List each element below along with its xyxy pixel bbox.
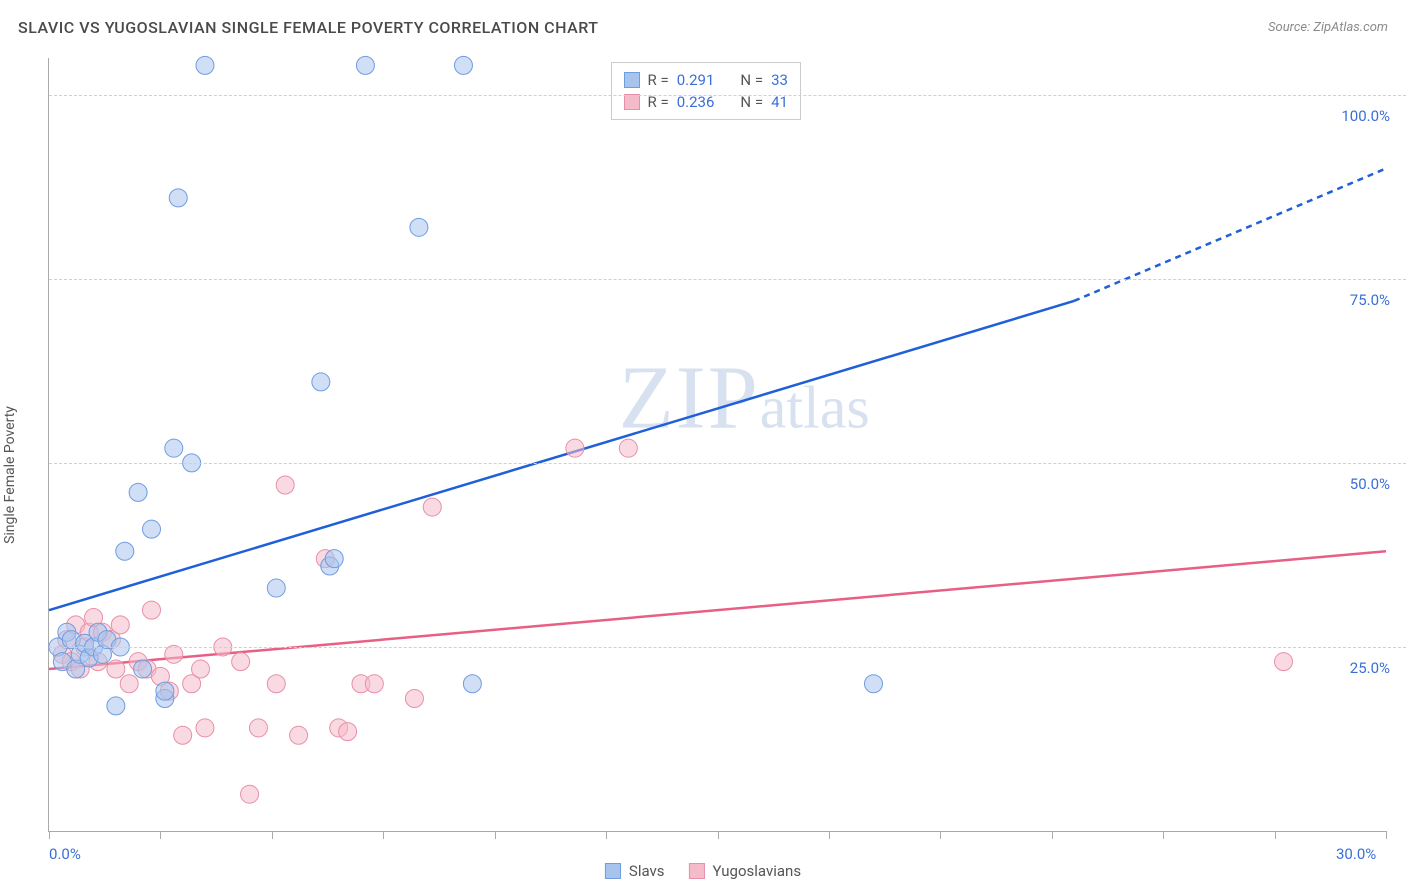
y-tick-label: 75.0% — [1350, 291, 1390, 309]
trend-line — [49, 551, 1386, 669]
yugos-point — [192, 660, 210, 678]
gridline — [49, 463, 1406, 464]
chart-source: Source: ZipAtlas.com — [1268, 20, 1388, 35]
yugos-point — [249, 719, 267, 737]
x-tick — [1386, 831, 1387, 839]
x-tick — [1275, 831, 1276, 839]
slavs-point — [312, 373, 330, 391]
slavs-point — [267, 579, 285, 597]
y-axis-label: Single Female Poverty — [2, 406, 18, 544]
legend-label: Slavs — [629, 862, 665, 880]
yugos-point — [267, 675, 285, 693]
slavs-point — [454, 56, 472, 74]
yugos-point — [120, 675, 138, 693]
yugos-point — [1274, 653, 1292, 671]
chart-area: Single Female Poverty ZIPatlas R = 0.291… — [0, 58, 1406, 892]
gridline — [49, 647, 1406, 648]
trend-line — [1074, 168, 1386, 301]
yugos-point — [566, 439, 584, 457]
slavs-point — [356, 56, 374, 74]
stats-legend: R = 0.291 N = 33R = 0.236 N = 41 — [611, 62, 801, 120]
series-legend: Slavs Yugoslavians — [605, 862, 801, 880]
slavs-point — [410, 218, 428, 236]
plot-svg — [49, 58, 1386, 831]
yugos-point — [196, 719, 214, 737]
x-tick — [940, 831, 941, 839]
yugos-point — [619, 439, 637, 457]
y-tick-label: 100.0% — [1341, 107, 1390, 125]
x-tick — [718, 831, 719, 839]
legend-item: Slavs — [605, 862, 665, 880]
y-tick-label: 25.0% — [1350, 659, 1390, 677]
yugos-point — [107, 660, 125, 678]
legend-swatch — [689, 863, 705, 879]
x-tick — [49, 831, 50, 839]
slavs-point — [116, 542, 134, 560]
legend-swatch — [605, 863, 621, 879]
r-label: R = — [648, 71, 669, 89]
slavs-point — [463, 675, 481, 693]
slavs-point — [325, 550, 343, 568]
x-tick-label: 30.0% — [1336, 845, 1376, 863]
slavs-point — [134, 660, 152, 678]
yugos-point — [290, 726, 308, 744]
slavs-point — [156, 682, 174, 700]
x-tick — [1052, 831, 1053, 839]
yugos-point — [339, 723, 357, 741]
yugos-point — [276, 476, 294, 494]
slavs-point — [129, 483, 147, 501]
x-tick — [272, 831, 273, 839]
legend-swatch — [624, 94, 640, 110]
chart-header: SLAVIC VS YUGOSLAVIAN SINGLE FEMALE POVE… — [18, 18, 1388, 37]
stats-legend-row: R = 0.291 N = 33 — [624, 69, 788, 91]
yugos-point — [423, 498, 441, 516]
yugos-point — [241, 785, 259, 803]
x-tick — [1163, 831, 1164, 839]
legend-swatch — [624, 72, 640, 88]
legend-item: Yugoslavians — [689, 862, 802, 880]
r-value: 0.291 — [677, 71, 715, 89]
yugos-point — [405, 689, 423, 707]
gridline — [49, 279, 1406, 280]
slavs-point — [165, 439, 183, 457]
legend-label: Yugoslavians — [713, 862, 802, 880]
x-tick — [495, 831, 496, 839]
yugos-point — [174, 726, 192, 744]
plot-area: ZIPatlas R = 0.291 N = 33R = 0.236 N = 4… — [48, 58, 1386, 832]
trend-line — [49, 301, 1074, 610]
yugos-point — [111, 616, 129, 634]
slavs-point — [864, 675, 882, 693]
x-tick-label: 0.0% — [49, 845, 81, 863]
yugos-point — [365, 675, 383, 693]
gridline — [49, 95, 1406, 96]
yugos-point — [143, 601, 161, 619]
x-tick — [160, 831, 161, 839]
slavs-point — [169, 189, 187, 207]
n-value: 33 — [771, 71, 788, 89]
slavs-point — [196, 56, 214, 74]
n-label: N = — [740, 71, 763, 89]
chart-title: SLAVIC VS YUGOSLAVIAN SINGLE FEMALE POVE… — [18, 18, 598, 37]
x-tick — [829, 831, 830, 839]
yugos-point — [232, 653, 250, 671]
x-tick — [383, 831, 384, 839]
slavs-point — [107, 697, 125, 715]
yugos-point — [165, 645, 183, 663]
slavs-point — [143, 520, 161, 538]
x-tick — [606, 831, 607, 839]
y-tick-label: 50.0% — [1350, 475, 1390, 493]
